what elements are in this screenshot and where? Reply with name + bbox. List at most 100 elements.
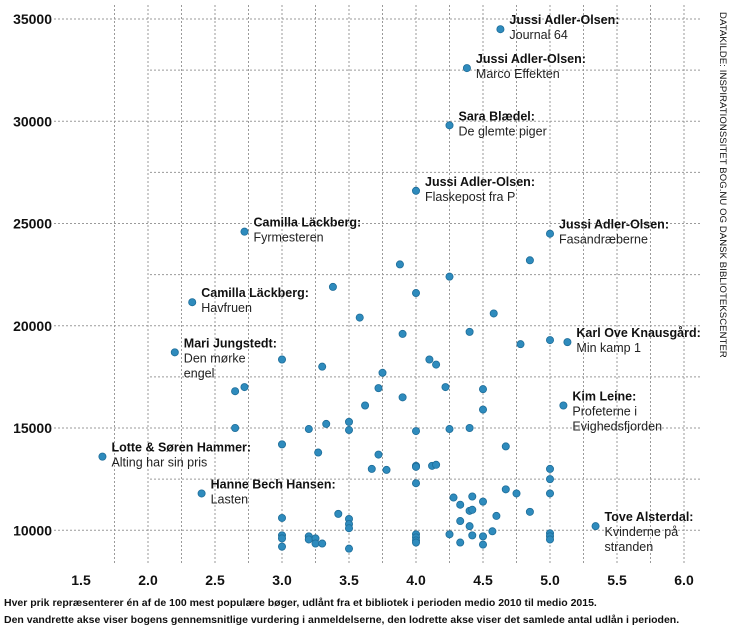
data-point (411, 289, 420, 298)
y-tick-label: 10000 (13, 522, 52, 538)
data-point-labeled (462, 64, 471, 73)
data-point (411, 462, 420, 471)
data-point (546, 535, 555, 544)
data-point (318, 362, 327, 371)
data-point (478, 532, 487, 541)
point-label: Sara Blædel:De glemte piger (459, 109, 547, 138)
data-point (411, 538, 420, 547)
data-point (449, 493, 458, 502)
data-point (374, 450, 383, 459)
data-point (318, 539, 327, 548)
data-point (344, 544, 353, 553)
data-point (277, 534, 286, 543)
point-label-title: Havfruen (201, 301, 252, 315)
point-label-author: Camilla Läckberg: (253, 216, 361, 230)
data-point (546, 464, 555, 473)
point-label-title: Evighedsfjorden (572, 420, 662, 434)
data-point (344, 426, 353, 435)
x-tick-label: 6.0 (674, 572, 694, 588)
data-point (344, 417, 353, 426)
data-point (456, 517, 465, 526)
data-point (465, 522, 474, 531)
data-point (546, 489, 555, 498)
data-point (501, 485, 510, 494)
data-point (361, 401, 370, 410)
data-point (277, 440, 286, 449)
data-point (304, 535, 313, 544)
data-point (432, 460, 441, 469)
y-axis-ticks: 35000 30000 25000 20000 15000 10000 (13, 11, 52, 538)
point-label-author: Hanne Bech Hansen: (211, 477, 336, 491)
point-label-author: Jussi Adler-Olsen: (559, 218, 669, 232)
point-label-author: Tove Alsterdal: (605, 510, 694, 524)
point-label: Hanne Bech Hansen:Lasten (211, 477, 336, 506)
y-tick-label: 25000 (13, 216, 52, 232)
data-point (355, 313, 364, 322)
caption-line-1: Hver prik repræsenterer én af de 100 mes… (4, 597, 597, 609)
data-point (344, 524, 353, 533)
data-point (445, 425, 454, 434)
data-point (314, 448, 323, 457)
point-label-title: Flaskepost fra P (425, 190, 515, 204)
data-point (525, 507, 534, 516)
point-label-title: Kvinderne på (605, 525, 679, 539)
point-label-title: Den mørke (184, 351, 246, 365)
data-point (445, 272, 454, 281)
point-label-title: Profeterne i (572, 405, 637, 419)
data-point-labeled (563, 338, 572, 347)
scatter-chart: 35000 30000 25000 20000 15000 10000 1.5 2.0 2.5… (13, 5, 728, 588)
data-point (398, 329, 407, 338)
data-point (468, 505, 477, 514)
point-label: Jussi Adler-Olsen:Journal 64 (509, 13, 619, 42)
data-point-labeled (445, 121, 454, 130)
point-label-author: Lotte & Søren Hammer: (111, 441, 251, 455)
point-label-title: Alting har sin pris (111, 456, 207, 470)
data-point (425, 355, 434, 364)
data-point (478, 385, 487, 394)
data-point (468, 492, 477, 501)
data-point (231, 423, 240, 432)
point-label-author: Jussi Adler-Olsen: (425, 175, 535, 189)
data-point (478, 405, 487, 414)
x-tick-label: 3.5 (339, 572, 359, 588)
data-point-labeled (591, 522, 600, 531)
point-label-author: Camilla Läckberg: (201, 286, 309, 300)
point-label: Lotte & Søren Hammer:Alting har sin pris (111, 441, 251, 470)
data-point-labeled (411, 186, 420, 195)
data-point (304, 425, 313, 434)
x-tick-label: 5.5 (607, 572, 627, 588)
data-point (367, 464, 376, 473)
data-point (374, 384, 383, 393)
data-point (378, 368, 387, 377)
point-label-title: Lasten (211, 492, 249, 506)
point-label-author: Jussi Adler-Olsen: (509, 13, 619, 27)
data-point (277, 542, 286, 551)
x-tick-label: 2.0 (138, 572, 158, 588)
data-point (465, 327, 474, 336)
x-axis-ticks: 1.5 2.0 2.5 3.0 3.5 4.0 4.5 5.0 5.5 6.0 (71, 572, 694, 588)
x-tick-label: 2.5 (205, 572, 225, 588)
point-label-title: Journal 64 (509, 28, 567, 42)
x-tick-label: 1.5 (71, 572, 91, 588)
data-point (456, 538, 465, 547)
data-point (311, 539, 320, 548)
data-point (468, 531, 477, 540)
x-tick-label: 5.0 (540, 572, 560, 588)
data-point (546, 336, 555, 345)
point-label-title: stranden (605, 540, 654, 554)
y-tick-label: 30000 (13, 113, 52, 129)
data-point (240, 383, 249, 392)
point-label-title: Fyrmesteren (253, 231, 323, 245)
data-point (478, 497, 487, 506)
data-point-labeled (546, 229, 555, 238)
data-point (512, 489, 521, 498)
point-label-author: Mari Jungstedt: (184, 336, 277, 350)
point-label-author: Karl Ove Knausgård: (576, 326, 700, 340)
point-label-author: Jussi Adler-Olsen: (476, 52, 586, 66)
point-label: Jussi Adler-Olsen:Marco Effekten (476, 52, 586, 81)
data-point (334, 509, 343, 518)
data-point-labeled (496, 25, 505, 34)
